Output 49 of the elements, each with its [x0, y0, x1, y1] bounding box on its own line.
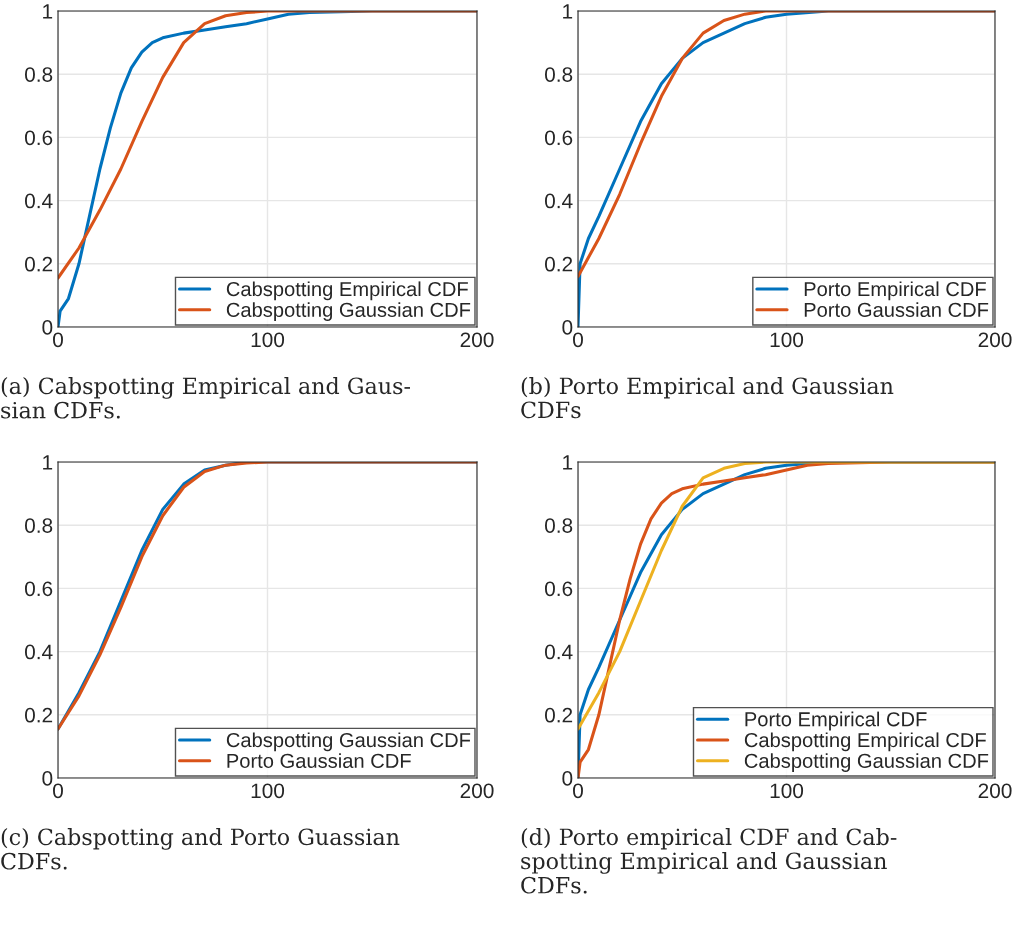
text: (d) Porto empirical CDF and Cab- spotting Empirical and Gaussian CDFs. — [521, 828, 897, 894]
y-tick-label: 0.4 — [544, 193, 573, 209]
x-tick-label: 200 — [978, 332, 1012, 348]
y-tick-label: 0.8 — [544, 67, 573, 82]
text: (c) Cabspotting and Porto Guassian CDFs. — [1, 828, 400, 870]
x-tick-label: 0 — [53, 332, 63, 348]
y-tick-label: 0.2 — [544, 707, 573, 723]
x-tick-label: 100 — [770, 332, 804, 348]
legend-label: Porto Gaussian CDF — [227, 753, 411, 768]
y-tick-label: 0 — [42, 771, 53, 786]
legend-label: Porto Empirical CDF — [745, 711, 927, 731]
x-tick-label: 0 — [573, 332, 583, 348]
y-tick-label: 1 — [563, 455, 573, 470]
legend-label: Cabspotting Gaussian CDF — [226, 732, 471, 752]
y-tick-label: 1 — [43, 4, 53, 19]
legend-label: Cabspotting Empirical CDF — [226, 281, 468, 301]
y-tick-label: 0.4 — [24, 644, 53, 660]
y-tick-label: 0.4 — [24, 193, 53, 209]
y-tick-label: 1 — [43, 455, 53, 470]
y-tick-label: 0.2 — [24, 707, 53, 723]
y-tick-label: 0.6 — [544, 130, 573, 146]
x-tick-label: 100 — [251, 332, 285, 348]
text: (b) Porto Empirical and Gaussian CDFs — [521, 377, 894, 419]
legend-label: Porto Empirical CDF — [804, 281, 986, 301]
text: (a) Cabspotting Empirical and Gaus- sian CDFs. — [1, 377, 411, 419]
legend-label: Cabspotting Gaussian CDF — [226, 302, 471, 321]
y-tick-label: 1 — [563, 4, 573, 19]
y-tick-label: 0.6 — [24, 581, 53, 597]
y-tick-label: 0.8 — [24, 67, 53, 82]
x-tick-label: 200 — [978, 783, 1012, 799]
y-tick-label: 0.6 — [544, 581, 573, 597]
y-tick-label: 0.2 — [24, 256, 53, 272]
x-tick-label: 0 — [573, 783, 583, 799]
legend-label: Porto Gaussian CDF — [804, 302, 989, 317]
x-tick-label: 0 — [53, 783, 63, 799]
y-tick-label: 0 — [562, 320, 573, 335]
y-tick-label: 0.8 — [544, 518, 573, 533]
x-tick-label: 100 — [770, 783, 804, 799]
x-tick-label: 200 — [460, 332, 494, 348]
y-tick-label: 0.2 — [544, 256, 573, 272]
x-tick-label: 200 — [460, 783, 494, 799]
y-tick-label: 0 — [562, 771, 573, 786]
y-tick-label: 0 — [42, 320, 53, 335]
y-tick-label: 0.4 — [544, 644, 573, 660]
legend-label: Cabspotting Gaussian CDF — [744, 753, 989, 772]
legend-label: Cabspotting Empirical CDF — [744, 732, 986, 752]
y-tick-label: 0.8 — [24, 518, 53, 533]
y-tick-label: 0.6 — [24, 130, 53, 146]
x-tick-label: 100 — [251, 783, 285, 799]
